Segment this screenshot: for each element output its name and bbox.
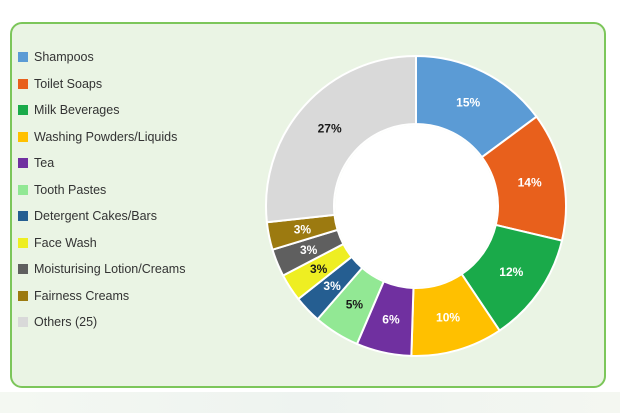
slice-data-label: 3%	[310, 262, 328, 276]
chart-legend: Shampoos Toilet Soaps Milk Beverages Washin…	[18, 44, 185, 336]
legend-label: Moisturising Lotion/Creams	[34, 262, 186, 277]
legend-swatch	[18, 290, 28, 301]
donut-chart: 15% 14% 12% 10% 6% 5% 3% 3% 3% 3% 27%	[265, 54, 567, 357]
legend-label: Others (25)	[34, 315, 98, 330]
slice-data-label: 3%	[294, 222, 312, 236]
legend-swatch	[18, 158, 28, 169]
slice-data-label: 3%	[323, 279, 341, 293]
legend-swatch	[18, 184, 28, 195]
slice-data-label: 10%	[436, 310, 460, 324]
legend-item: Washing Powders/Liquids	[18, 124, 185, 151]
slice-data-label: 27%	[318, 122, 342, 136]
legend-swatch	[18, 317, 28, 328]
legend-swatch	[18, 264, 28, 275]
legend-item: Tooth Pastes	[18, 177, 185, 204]
legend-label: Milk Beverages	[34, 103, 120, 118]
slice-data-label: 6%	[382, 312, 400, 326]
legend-swatch	[18, 52, 28, 63]
legend-label: Tooth Pastes	[34, 182, 107, 197]
legend-swatch	[18, 78, 28, 89]
legend-label: Toilet Soaps	[34, 76, 103, 91]
donut-hole	[335, 125, 497, 287]
legend-item: Milk Beverages	[18, 97, 185, 124]
legend-swatch	[18, 211, 28, 222]
slice-data-label: 5%	[346, 297, 364, 311]
legend-item: Face Wash	[18, 230, 185, 257]
slice-data-label: 12%	[499, 265, 523, 279]
slice-data-label: 14%	[518, 176, 542, 190]
legend-item: Others (25)	[18, 309, 185, 336]
donut-slice	[265, 54, 417, 224]
legend-swatch	[18, 237, 28, 248]
bottom-strip	[0, 392, 620, 413]
legend-swatch	[18, 131, 28, 142]
legend-label: Detergent Cakes/Bars	[34, 209, 157, 224]
slice-data-label: 3%	[300, 243, 318, 257]
legend-item: Toilet Soaps	[18, 71, 185, 98]
legend-swatch	[18, 105, 28, 116]
legend-label: Shampoos	[34, 50, 94, 65]
slice-data-label: 15%	[456, 95, 480, 109]
legend-label: Washing Powders/Liquids	[34, 129, 178, 144]
legend-label: Tea	[34, 156, 55, 171]
legend-item: Detergent Cakes/Bars	[18, 203, 185, 230]
legend-label: Face Wash	[34, 235, 97, 250]
legend-item: Tea	[18, 150, 185, 177]
legend-label: Fairness Creams	[34, 288, 130, 303]
legend-item: Moisturising Lotion/Creams	[18, 256, 185, 283]
legend-item: Fairness Creams	[18, 283, 185, 310]
legend-item: Shampoos	[18, 44, 185, 71]
